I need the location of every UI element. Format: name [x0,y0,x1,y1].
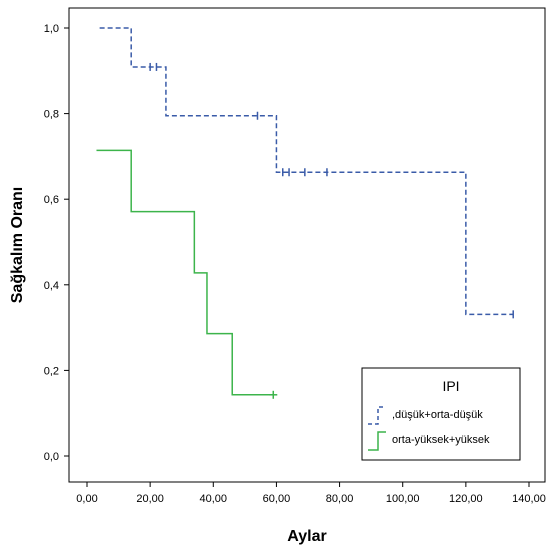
x-tick-label: 100,00 [386,493,420,505]
plot-frame [68,7,546,483]
y-tick-label: 0,6 [44,194,59,206]
x-tick-label: 140,00 [512,493,546,505]
legend-swatch-series-2 [368,431,386,451]
y-tick-label: 0,8 [44,109,59,121]
legend-swatch-series-1 [368,406,386,425]
x-tick-label: 0,00 [76,493,97,505]
y-tick-label: 0,0 [44,451,59,463]
x-tick-label: 20,00 [136,493,164,505]
legend: IPI ,düşük+orta-düşük orta-yüksek+yüksek [361,367,521,461]
series-line-2 [96,149,274,396]
y-axis-title: Sağkalım Oranı [9,187,26,304]
legend-label-series-2: orta-yüksek+yüksek [392,434,490,446]
legend-title: IPI [442,378,459,394]
y-tick-label: 0,2 [44,365,59,377]
x-axis-title: Aylar [287,528,326,545]
series-layer [96,27,514,399]
x-tick-label: 60,00 [263,493,291,505]
legend-box [361,367,521,461]
y-tick-label: 1,0 [44,23,59,35]
axis-ticks: 0,00 20,00 40,00 60,00 80,00 100,00 120,00 140,… [44,23,546,505]
x-tick-label: 120,00 [449,493,483,505]
y-tick-label: 0,4 [44,280,59,292]
x-tick-label: 80,00 [326,493,354,505]
legend-label-series-1: ,düşük+orta-düşük [392,409,483,421]
series-line-1 [99,27,514,316]
x-tick-label: 40,00 [200,493,228,505]
